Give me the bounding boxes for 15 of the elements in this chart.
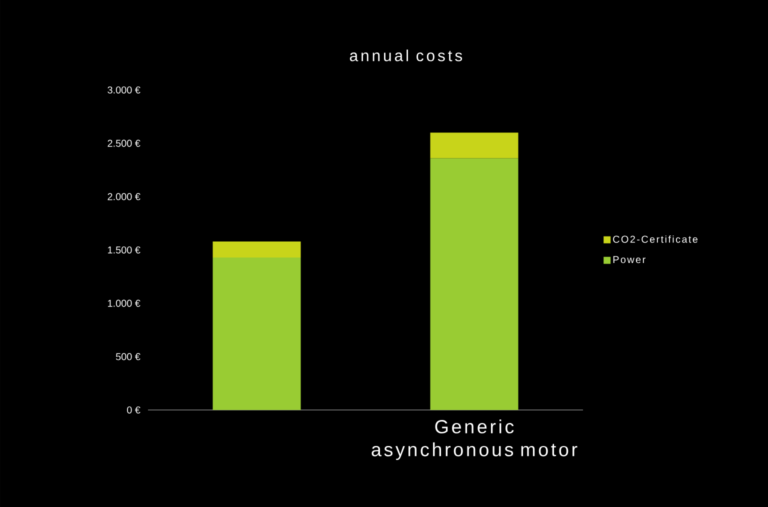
y-tick-label: 2.500 € [108,140,140,147]
y-tick-label: 0 € [127,406,140,414]
y-tick-label: 1.500 € [108,246,140,254]
chart-title: annual costs [350,50,462,62]
legend-label: Power [613,256,646,264]
bar [212,257,301,410]
y-tick-label: 1.000 € [108,300,140,307]
y-tick-label: 500 € [116,353,140,360]
y-tick-label: 2.000 € [108,193,140,200]
bar [430,158,518,410]
bar [430,132,518,158]
y-tick-label: 3.000 € [108,86,140,94]
bar [212,241,301,258]
legend-label: CO2-Certificate [613,235,698,243]
x-tick-label: Generic asynchronous motor [372,420,578,460]
